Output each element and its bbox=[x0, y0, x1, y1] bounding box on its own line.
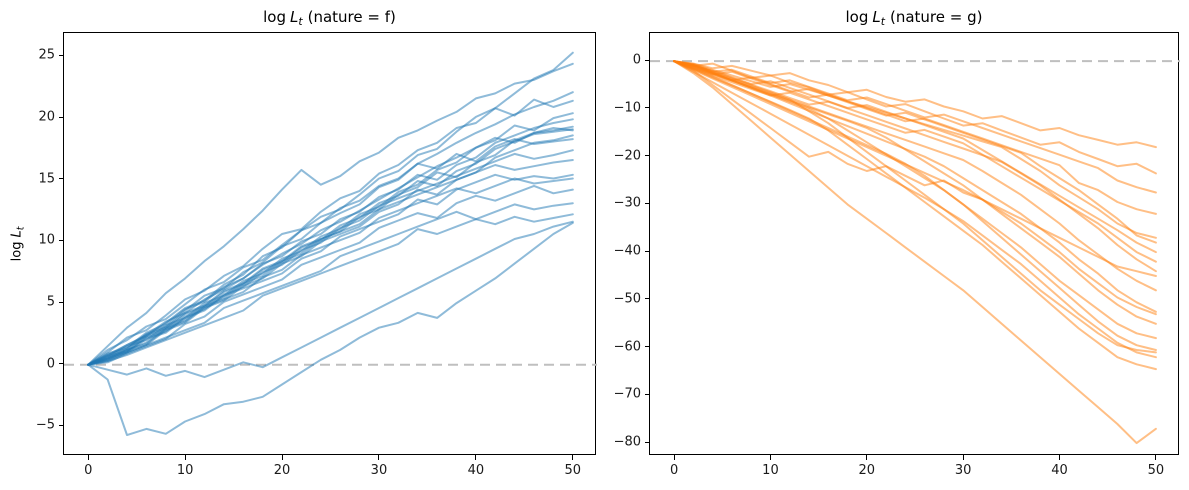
left-panel-title: log Lt (nature = f) bbox=[63, 8, 596, 31]
y-tick-label: 20 bbox=[38, 109, 55, 125]
title-log-text: log bbox=[845, 8, 869, 26]
right-panel-title: log Lt (nature = g) bbox=[649, 8, 1179, 31]
x-tick-mark bbox=[184, 455, 186, 460]
y-tick-label: −50 bbox=[613, 291, 641, 307]
y-tick-label: −5 bbox=[35, 417, 55, 433]
x-tick-mark bbox=[769, 455, 771, 460]
y-tick-label: −10 bbox=[613, 100, 641, 116]
y-tick-mark bbox=[59, 301, 64, 303]
title-variable: L bbox=[290, 8, 299, 26]
y-tick-mark bbox=[645, 441, 650, 443]
y-tick-mark bbox=[645, 202, 650, 204]
trajectory-line-run-18 bbox=[87, 213, 574, 366]
trajectory-line-run-10 bbox=[87, 138, 574, 366]
x-tick-label: 50 bbox=[564, 463, 582, 478]
trajectory-line-run-17 bbox=[673, 60, 1157, 354]
x-tick-mark bbox=[572, 455, 574, 460]
y-axis-label: log Lt bbox=[10, 226, 27, 261]
title-variable: L bbox=[872, 8, 881, 26]
trajectory-line-run-17 bbox=[87, 202, 574, 366]
trajectory-line-run-8 bbox=[87, 128, 574, 366]
trajectory-line-run-11 bbox=[673, 60, 1157, 292]
x-tick-label: 50 bbox=[1147, 463, 1165, 478]
trajectory-line-run-2 bbox=[87, 62, 574, 366]
y-tick-mark bbox=[645, 155, 650, 157]
left-lines-svg bbox=[64, 51, 597, 436]
trajectory-line-run-13 bbox=[87, 159, 574, 366]
ylabel-variable: L bbox=[9, 229, 25, 238]
y-tick-mark bbox=[645, 250, 650, 252]
title-suffix: (nature = g) bbox=[889, 8, 983, 26]
x-tick-mark bbox=[1155, 455, 1157, 460]
trajectory-line-run-4 bbox=[87, 98, 574, 366]
x-tick-mark bbox=[281, 455, 283, 460]
y-tick-mark bbox=[645, 59, 650, 61]
trajectory-line-run-13 bbox=[673, 60, 1157, 316]
trajectory-line-run-10 bbox=[673, 60, 1157, 277]
x-tick-mark bbox=[87, 455, 89, 460]
x-tick-label: 10 bbox=[762, 463, 779, 478]
x-tick-label: 20 bbox=[273, 463, 291, 478]
x-tick-mark bbox=[866, 455, 868, 460]
y-tick-label: −20 bbox=[613, 148, 641, 164]
x-tick-mark bbox=[1059, 455, 1061, 460]
x-tick-label: 0 bbox=[84, 463, 93, 478]
trajectory-line-run-19 bbox=[673, 60, 1157, 371]
y-tick-label: 15 bbox=[38, 171, 55, 187]
y-tick-mark bbox=[59, 178, 64, 180]
trajectory-line-run-15 bbox=[87, 177, 574, 366]
trajectory-line-run-1 bbox=[673, 60, 1157, 149]
right-lines-svg bbox=[650, 60, 1180, 445]
left-plot-area: 0 10 20 30 40 50 25 20 15 10 5 0 −5 bbox=[36, 32, 597, 478]
y-tick-label: 5 bbox=[46, 294, 55, 310]
y-tick-mark bbox=[59, 363, 64, 365]
x-tick-label: 40 bbox=[467, 463, 485, 478]
x-tick-label: 0 bbox=[669, 463, 679, 478]
y-tick-mark bbox=[645, 393, 650, 395]
y-tick-label: 0 bbox=[632, 52, 641, 68]
title-subscript: t bbox=[880, 15, 885, 29]
title-suffix: (nature = f) bbox=[307, 8, 396, 26]
trajectory-line-run-19 bbox=[87, 220, 574, 379]
trajectory-line-run-15 bbox=[673, 60, 1157, 340]
x-tick-label: 40 bbox=[1051, 463, 1068, 478]
y-tick-mark bbox=[645, 346, 650, 348]
y-tick-label: −70 bbox=[613, 386, 641, 402]
trajectory-line-run-11 bbox=[87, 127, 574, 366]
trajectory-line-run-16 bbox=[673, 60, 1157, 351]
y-tick-label: 10 bbox=[38, 232, 55, 248]
y-tick-mark bbox=[59, 116, 64, 118]
y-tick-label: −60 bbox=[613, 339, 641, 355]
trajectory-line-run-20 bbox=[87, 221, 574, 436]
y-tick-label: −30 bbox=[613, 195, 641, 211]
title-subscript: t bbox=[298, 15, 303, 29]
title-log-text: log bbox=[263, 8, 287, 26]
x-tick-mark bbox=[378, 455, 380, 460]
x-tick-label: 10 bbox=[176, 463, 194, 478]
y-tick-label: 0 bbox=[46, 356, 55, 372]
trajectory-line-run-18 bbox=[673, 60, 1157, 359]
y-tick-mark bbox=[59, 54, 64, 56]
right-plot-area: 0 10 20 30 40 50 0 −10 −20 −30 −40 −50 −60 −70 −80 bbox=[614, 32, 1180, 478]
ylabel-subscript: t bbox=[15, 226, 27, 230]
x-tick-mark bbox=[673, 455, 675, 460]
trajectory-line-run-6 bbox=[673, 60, 1157, 244]
y-tick-mark bbox=[645, 298, 650, 300]
y-tick-mark bbox=[645, 107, 650, 109]
trajectory-line-run-20 bbox=[673, 60, 1157, 445]
x-tick-label: 30 bbox=[370, 463, 388, 478]
y-tick-label: 25 bbox=[38, 47, 55, 63]
x-tick-mark bbox=[475, 455, 477, 460]
ylabel-log-text: log bbox=[9, 241, 25, 261]
y-tick-mark bbox=[59, 424, 64, 426]
trajectory-line-run-7 bbox=[673, 60, 1157, 254]
y-tick-label: −80 bbox=[613, 434, 641, 450]
y-tick-label: −40 bbox=[613, 243, 641, 259]
x-tick-label: 20 bbox=[858, 463, 876, 478]
x-tick-label: 30 bbox=[954, 463, 972, 478]
x-tick-mark bbox=[962, 455, 964, 460]
y-tick-mark bbox=[59, 239, 64, 241]
